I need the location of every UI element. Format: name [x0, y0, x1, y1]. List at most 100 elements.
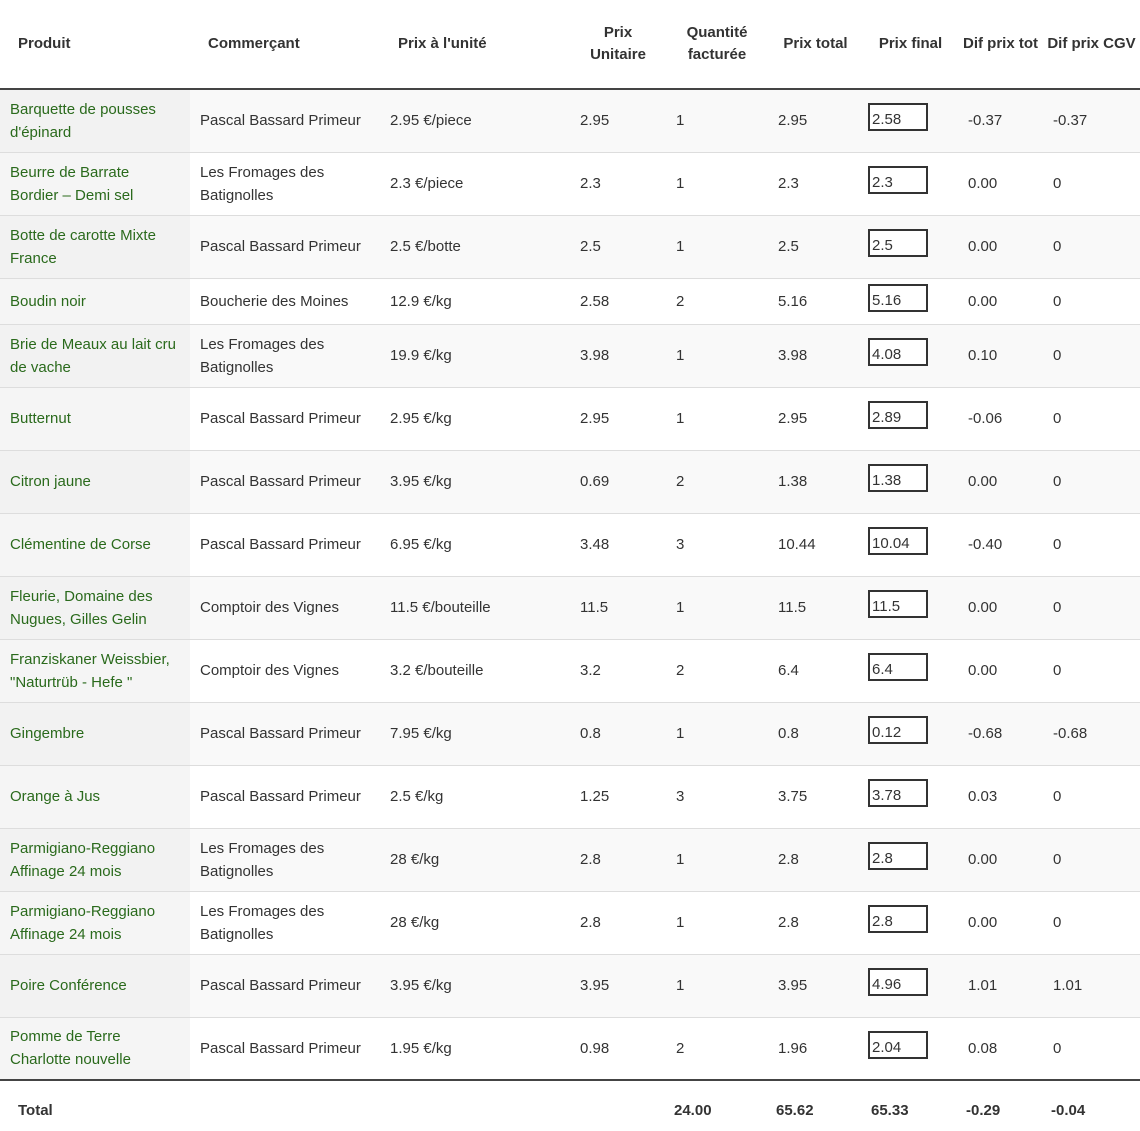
- dif-tot-cell: 0.10: [958, 323, 1043, 387]
- dif-tot-cell: 0.00: [958, 575, 1043, 639]
- prix-final-field[interactable]: 2.58: [868, 103, 928, 132]
- product-link[interactable]: Orange à Jus: [0, 764, 190, 828]
- prix-final-field[interactable]: 2.89: [868, 401, 928, 429]
- prix-final-field[interactable]: 3.78: [868, 779, 928, 807]
- unit-price-cell: 2.5 €/botte: [380, 214, 570, 278]
- dif-tot-cell: 0.03: [958, 764, 1043, 828]
- header-row: Produit Commerçant Prix à l'unité Prix U…: [0, 0, 1140, 90]
- dif-cgv-cell: 0: [1043, 449, 1140, 513]
- prix-final-field[interactable]: 5.16: [868, 283, 928, 312]
- quantite-cell: 2: [666, 1016, 768, 1080]
- product-link[interactable]: Barquette de pousses d'épinard: [0, 88, 190, 152]
- dif-cgv-cell: 0: [1043, 575, 1140, 639]
- prix-final-field[interactable]: 0.12: [868, 716, 928, 744]
- product-link[interactable]: Gingembre: [0, 701, 190, 765]
- prix-total-cell: 10.44: [768, 512, 863, 576]
- dif-cgv-cell: 0: [1043, 827, 1140, 891]
- unit-price-cell: 3.95 €/kg: [380, 449, 570, 513]
- product-link[interactable]: Parmigiano-Reggiano Affinage 24 mois: [0, 890, 190, 954]
- dif-tot-cell: -0.40: [958, 512, 1043, 576]
- product-link[interactable]: Botte de carotte Mixte France: [0, 214, 190, 278]
- header-prix-unite: Prix à l'unité: [380, 0, 570, 90]
- unit-price-cell: 28 €/kg: [380, 827, 570, 891]
- prix-final-field[interactable]: 2.8: [868, 905, 928, 933]
- unit-price-cell: 2.3 €/piece: [380, 151, 570, 215]
- dif-tot-cell: -0.06: [958, 386, 1043, 450]
- product-link[interactable]: Franziskaner Weissbier, "Naturtrüb - Hef…: [0, 638, 190, 702]
- table-row: Orange à Jus Pascal Bassard Primeur 2.5 €/…: [0, 764, 1140, 828]
- prix-final-field[interactable]: 11.5: [868, 590, 928, 618]
- product-link[interactable]: Pomme de Terre Charlotte nouvelle: [0, 1016, 190, 1080]
- prix-final-field[interactable]: 4.08: [868, 338, 928, 366]
- unit-price-cell: 12.9 €/kg: [380, 277, 570, 324]
- prix-unitaire-cell: 2.5: [570, 214, 666, 278]
- dif-tot-cell: -0.37: [958, 88, 1043, 152]
- prix-final-field[interactable]: 2.5: [868, 229, 928, 257]
- prix-unitaire-cell: 2.3: [570, 151, 666, 215]
- prix-final-field[interactable]: 10.04: [868, 527, 928, 555]
- table-row: Brie de Meaux au lait cru de vache Les Fr…: [0, 323, 1140, 387]
- dif-tot-cell: 0.00: [958, 277, 1043, 324]
- prix-final-field[interactable]: 2.04: [868, 1030, 928, 1059]
- product-link[interactable]: Clémentine de Corse: [0, 512, 190, 576]
- merchant-cell: Comptoir des Vignes: [190, 638, 380, 702]
- dif-tot-cell: 0.00: [958, 214, 1043, 278]
- unit-price-cell: 7.95 €/kg: [380, 701, 570, 765]
- prix-unitaire-cell: 11.5: [570, 575, 666, 639]
- product-link[interactable]: Poire Conférence: [0, 953, 190, 1017]
- header-produit: Produit: [0, 0, 190, 90]
- quantite-cell: 1: [666, 214, 768, 278]
- product-link[interactable]: Parmigiano-Reggiano Affinage 24 mois: [0, 827, 190, 891]
- prix-total-cell: 2.8: [768, 827, 863, 891]
- product-link[interactable]: Boudin noir: [0, 277, 190, 324]
- prix-final-field[interactable]: 2.3: [868, 166, 928, 194]
- dif-cgv-cell: 0: [1043, 1016, 1140, 1080]
- prix-final-field[interactable]: 1.38: [868, 464, 928, 492]
- dif-cgv-cell: -0.68: [1043, 701, 1140, 765]
- product-link[interactable]: Fleurie, Domaine des Nugues, Gilles Geli…: [0, 575, 190, 639]
- unit-price-cell: 2.95 €/kg: [380, 386, 570, 450]
- dif-cgv-cell: 0: [1043, 323, 1140, 387]
- prix-unitaire-cell: 0.98: [570, 1016, 666, 1080]
- merchant-cell: Pascal Bassard Primeur: [190, 88, 380, 152]
- prix-total-cell: 1.96: [768, 1016, 863, 1080]
- total-dif-cgv: -0.04: [1043, 1079, 1140, 1131]
- table-row: Barquette de pousses d'épinard Pascal Bas…: [0, 88, 1140, 152]
- quantite-cell: 1: [666, 701, 768, 765]
- dif-cgv-cell: 0: [1043, 277, 1140, 324]
- merchant-cell: Pascal Bassard Primeur: [190, 512, 380, 576]
- merchant-cell: Les Fromages des Batignolles: [190, 151, 380, 215]
- quantite-cell: 1: [666, 890, 768, 954]
- header-dif-prix-tot: Dif prix tot: [958, 0, 1043, 90]
- prix-final-field[interactable]: 4.96: [868, 968, 928, 996]
- unit-price-cell: 3.95 €/kg: [380, 953, 570, 1017]
- quantite-cell: 1: [666, 151, 768, 215]
- merchant-cell: Les Fromages des Batignolles: [190, 890, 380, 954]
- quantite-cell: 1: [666, 953, 768, 1017]
- prix-final-field[interactable]: 6.4: [868, 653, 928, 681]
- prix-total-cell: 2.3: [768, 151, 863, 215]
- total-row: Total 24.00 65.62 65.33 -0.29 -0.04: [0, 1079, 1140, 1131]
- prix-unitaire-cell: 3.2: [570, 638, 666, 702]
- quantite-cell: 3: [666, 764, 768, 828]
- prix-total-cell: 11.5: [768, 575, 863, 639]
- prix-unitaire-cell: 2.95: [570, 386, 666, 450]
- prix-unitaire-cell: 3.48: [570, 512, 666, 576]
- product-link[interactable]: Citron jaune: [0, 449, 190, 513]
- table-row: Pomme de Terre Charlotte nouvelle Pascal …: [0, 1016, 1140, 1080]
- prix-total-cell: 3.98: [768, 323, 863, 387]
- prix-total-cell: 2.95: [768, 386, 863, 450]
- prix-total-cell: 2.8: [768, 890, 863, 954]
- prix-final-field[interactable]: 2.8: [868, 842, 928, 870]
- table-row: Poire Conférence Pascal Bassard Primeur 3.…: [0, 953, 1140, 1017]
- quantite-cell: 1: [666, 575, 768, 639]
- table-row: Gingembre Pascal Bassard Primeur 7.95 €/kg…: [0, 701, 1140, 765]
- table-row: Clémentine de Corse Pascal Bassard Primeu…: [0, 512, 1140, 576]
- product-link[interactable]: Beurre de Barrate Bordier – Demi sel: [0, 151, 190, 215]
- header-prix-total: Prix total: [768, 0, 863, 90]
- product-link[interactable]: Butternut: [0, 386, 190, 450]
- header-prix-final: Prix final: [863, 0, 958, 90]
- product-link[interactable]: Brie de Meaux au lait cru de vache: [0, 323, 190, 387]
- dif-tot-cell: 0.00: [958, 151, 1043, 215]
- merchant-cell: Pascal Bassard Primeur: [190, 764, 380, 828]
